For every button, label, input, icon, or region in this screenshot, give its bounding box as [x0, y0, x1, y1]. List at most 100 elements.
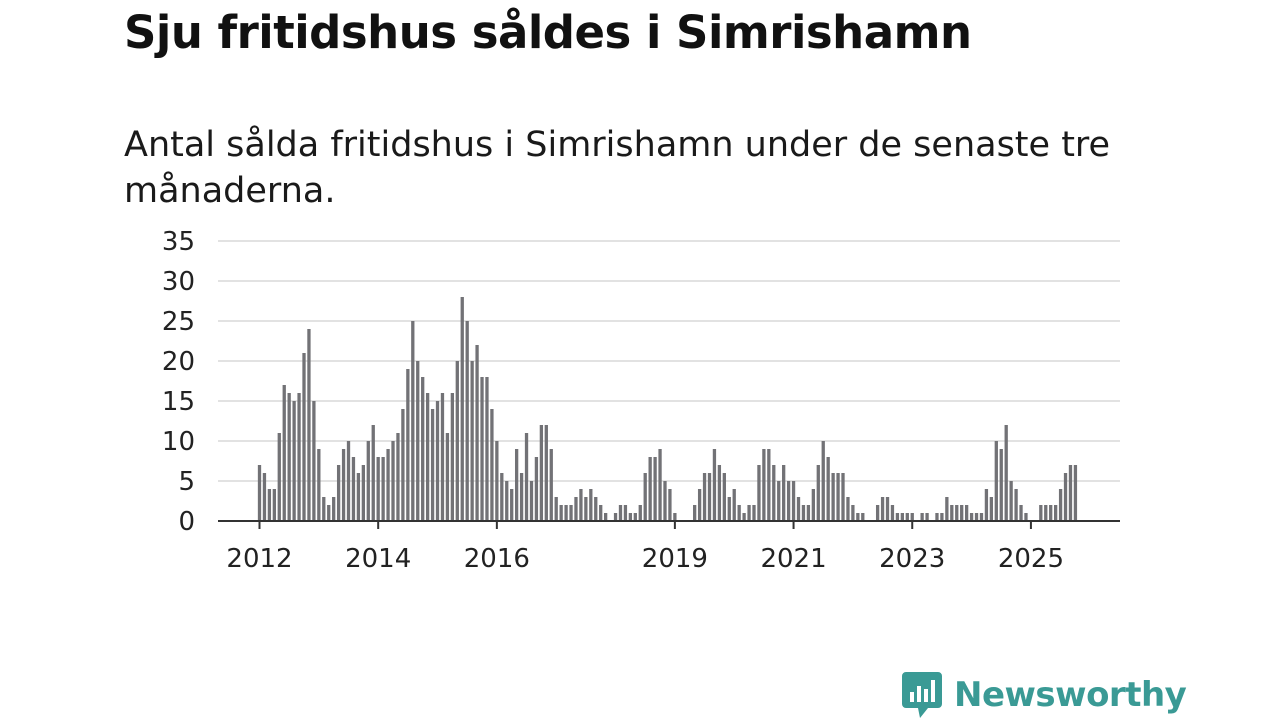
bar — [816, 465, 820, 521]
bar — [861, 513, 865, 521]
bar — [519, 473, 524, 521]
bar — [653, 457, 657, 521]
bar — [643, 473, 647, 521]
y-tick-label: 0 — [178, 507, 195, 537]
bar — [485, 377, 489, 521]
bar — [732, 489, 736, 521]
bar — [411, 321, 415, 521]
bar — [564, 505, 568, 521]
bar — [702, 473, 707, 521]
bar — [772, 465, 776, 521]
x-tick-label: 2021 — [760, 544, 826, 574]
bar — [737, 505, 741, 521]
bar — [322, 497, 326, 521]
bar — [500, 473, 504, 521]
bar — [648, 457, 652, 521]
bar — [470, 361, 474, 521]
y-tick-label: 15 — [162, 387, 195, 417]
chart-bubble-icon — [902, 672, 942, 718]
bar — [979, 513, 984, 521]
bar — [791, 481, 796, 521]
bar — [1004, 425, 1008, 521]
bar — [940, 513, 944, 521]
bar — [925, 513, 929, 521]
bar — [1009, 481, 1013, 521]
bar — [544, 425, 548, 521]
bar — [920, 513, 924, 521]
bar — [559, 505, 563, 521]
bar — [984, 489, 989, 521]
bar — [1014, 489, 1018, 521]
bar — [900, 513, 904, 521]
x-tick-label: 2023 — [879, 544, 945, 574]
x-tick-label: 2019 — [642, 544, 708, 574]
bar — [885, 497, 890, 521]
bar — [510, 489, 514, 521]
y-tick-label: 30 — [162, 267, 195, 297]
newsworthy-logo[interactable]: Newsworthy — [902, 670, 1187, 720]
bar — [514, 449, 519, 521]
bar — [826, 457, 830, 521]
bar — [584, 497, 588, 521]
x-tick-label: 2014 — [345, 544, 411, 574]
gridlines — [218, 240, 1120, 482]
bar — [317, 449, 321, 521]
bar — [960, 505, 964, 521]
bar — [786, 481, 791, 521]
bar — [752, 505, 756, 521]
bar — [697, 489, 702, 521]
bar — [950, 505, 954, 521]
bar — [465, 321, 469, 521]
chart-subtitle: Antal sålda fritidshus i Simrishamn unde… — [124, 125, 1111, 211]
bar — [421, 377, 425, 521]
bar — [712, 449, 717, 521]
bar — [604, 513, 608, 521]
bar — [524, 433, 529, 521]
bar — [663, 481, 667, 521]
bar — [796, 497, 801, 521]
bar — [806, 505, 811, 521]
bar — [262, 473, 267, 521]
bar — [727, 497, 731, 521]
bar — [312, 401, 316, 521]
bar — [875, 505, 880, 521]
bar — [811, 489, 815, 521]
bar — [490, 409, 494, 521]
bar — [505, 481, 509, 521]
bar — [381, 457, 385, 521]
bar — [994, 441, 998, 521]
bar — [890, 505, 895, 521]
y-tick-label: 25 — [162, 307, 195, 337]
bar — [435, 401, 440, 521]
bar — [999, 449, 1003, 521]
bar — [534, 457, 539, 521]
bar — [831, 473, 835, 521]
bar — [416, 361, 420, 521]
latest-value-label: 7 — [1072, 0, 1089, 7]
bar — [539, 425, 544, 521]
bar — [376, 457, 380, 521]
bar — [267, 489, 272, 521]
bar — [801, 505, 806, 521]
bar — [910, 513, 914, 521]
bar — [1024, 513, 1028, 521]
bar — [569, 505, 573, 521]
bar — [425, 393, 430, 521]
bars — [257, 297, 1078, 521]
bar — [450, 393, 455, 521]
bar — [594, 497, 598, 521]
bar — [297, 393, 301, 521]
bar — [846, 497, 850, 521]
bar — [673, 513, 677, 521]
bar — [574, 497, 578, 521]
bar — [440, 393, 445, 521]
chart-title: Sju fritidshus såldes i Simrishamn — [124, 6, 972, 59]
bar — [475, 345, 479, 521]
bar — [836, 473, 840, 521]
bar — [742, 513, 746, 521]
bar — [767, 449, 771, 521]
bar — [282, 385, 286, 521]
bar — [880, 497, 885, 521]
